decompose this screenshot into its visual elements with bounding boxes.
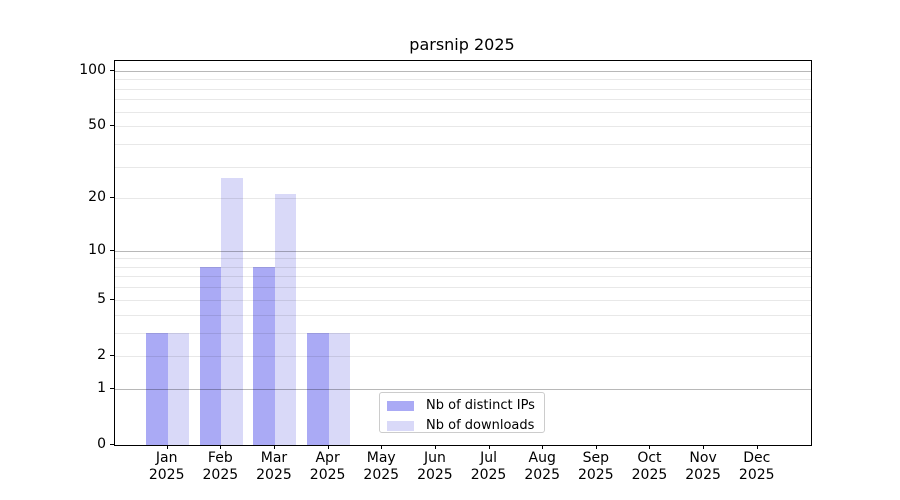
gridline-major [115, 388, 811, 390]
plot-area [114, 60, 812, 446]
y-tick-mark [110, 197, 114, 199]
x-tick-mark [488, 445, 490, 449]
gridline-minor [115, 143, 811, 145]
legend-swatch-downloads [387, 420, 414, 431]
bar-distinct-ips-feb [199, 266, 222, 445]
x-tick-label-jul: Jul 2025 [470, 450, 507, 483]
y-tick-label: 10 [88, 241, 106, 258]
gridline-minor [115, 355, 811, 357]
x-tick-label-oct: Oct 2025 [631, 450, 668, 483]
gridline-major [115, 250, 811, 252]
legend-item-downloads: Nb of downloads [380, 417, 544, 434]
gridline-minor [115, 111, 811, 113]
gridline-minor [115, 299, 811, 301]
y-tick-mark [110, 354, 114, 356]
y-tick-mark [110, 249, 114, 251]
y-tick-mark [110, 298, 114, 300]
x-tick-mark [381, 445, 383, 449]
y-tick-label: 1 [97, 379, 106, 396]
x-tick-mark [756, 445, 758, 449]
chart-title: parsnip 2025 [409, 35, 515, 54]
x-tick-label-apr: Apr 2025 [309, 450, 346, 483]
legend-swatch-distinct-ips [387, 400, 414, 411]
x-tick-label-dec: Dec 2025 [738, 450, 775, 483]
x-tick-label-jan: Jan 2025 [148, 450, 185, 483]
legend: Nb of distinct IPs Nb of downloads [379, 392, 545, 433]
y-tick-label: 2 [97, 346, 106, 363]
bars-layer [115, 61, 811, 445]
gridline-major [115, 70, 811, 72]
gridline-minor [115, 99, 811, 101]
y-tick-mark [110, 387, 114, 389]
x-tick-mark [434, 445, 436, 449]
gridline-minor [115, 198, 811, 200]
x-tick-mark [327, 445, 329, 449]
x-tick-mark [166, 445, 168, 449]
x-tick-mark [703, 445, 705, 449]
x-tick-label-mar: Mar 2025 [256, 450, 292, 483]
x-tick-mark [542, 445, 544, 449]
y-tick-mark [110, 444, 114, 445]
gridline-minor [115, 276, 811, 278]
gridline-minor [115, 266, 811, 268]
x-tick-label-feb: Feb 2025 [202, 450, 239, 483]
x-tick-mark [220, 445, 222, 449]
bar-downloads-jan [167, 332, 190, 445]
gridline-minor [115, 332, 811, 334]
x-tick-mark [595, 445, 597, 449]
legend-label-downloads: Nb of downloads [426, 418, 535, 433]
gridline-minor [115, 126, 811, 128]
y-tick-label: 20 [88, 189, 106, 206]
bar-downloads-mar [274, 194, 297, 445]
bar-downloads-apr [328, 332, 351, 445]
legend-label-distinct-ips: Nb of distinct IPs [426, 398, 535, 413]
y-tick-label: 50 [88, 117, 106, 134]
x-tick-label-may: May 2025 [363, 450, 400, 483]
gridlines-layer [115, 61, 811, 445]
gridline-minor [115, 88, 811, 90]
x-tick-label-aug: Aug 2025 [524, 450, 560, 483]
y-tick-mark [110, 69, 114, 71]
y-tick-mark [110, 125, 114, 127]
bar-downloads-feb [221, 177, 243, 445]
x-tick-mark [273, 445, 275, 449]
bar-distinct-ips-jan [146, 332, 168, 445]
y-tick-label: 0 [97, 436, 106, 452]
gridline-minor [115, 287, 811, 289]
x-tick-label-nov: Nov 2025 [685, 450, 721, 483]
legend-item-distinct-ips: Nb of distinct IPs [380, 397, 544, 414]
x-tick-label-jun: Jun 2025 [417, 450, 453, 483]
x-tick-label-sep: Sep 2025 [577, 450, 614, 483]
gridline-minor [115, 79, 811, 81]
gridline-minor [115, 258, 811, 260]
y-tick-label: 100 [79, 61, 106, 78]
bar-distinct-ips-apr [307, 332, 329, 445]
bar-distinct-ips-mar [253, 266, 275, 445]
y-tick-label: 5 [97, 290, 106, 307]
gridline-minor [115, 166, 811, 168]
x-tick-mark [649, 445, 651, 449]
gridline-minor [115, 314, 811, 316]
